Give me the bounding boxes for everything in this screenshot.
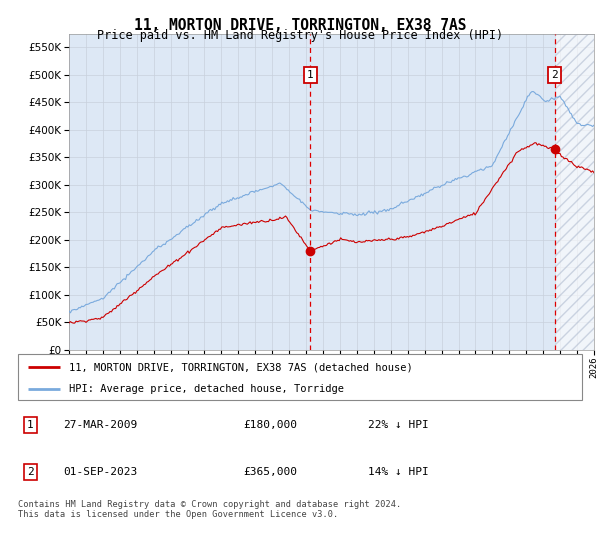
Text: 27-MAR-2009: 27-MAR-2009: [63, 420, 137, 430]
Text: 2: 2: [27, 467, 34, 477]
Text: £180,000: £180,000: [244, 420, 298, 430]
Text: £365,000: £365,000: [244, 467, 298, 477]
FancyBboxPatch shape: [18, 354, 582, 400]
Bar: [554, 34, 599, 350]
Text: 01-SEP-2023: 01-SEP-2023: [63, 467, 137, 477]
Text: 22% ↓ HPI: 22% ↓ HPI: [368, 420, 428, 430]
Text: 2: 2: [551, 70, 558, 80]
Text: Contains HM Land Registry data © Crown copyright and database right 2024.
This d: Contains HM Land Registry data © Crown c…: [18, 500, 401, 519]
Text: Price paid vs. HM Land Registry's House Price Index (HPI): Price paid vs. HM Land Registry's House …: [97, 29, 503, 42]
Text: 1: 1: [27, 420, 34, 430]
Text: 11, MORTON DRIVE, TORRINGTON, EX38 7AS (detached house): 11, MORTON DRIVE, TORRINGTON, EX38 7AS (…: [69, 362, 413, 372]
Text: HPI: Average price, detached house, Torridge: HPI: Average price, detached house, Torr…: [69, 384, 344, 394]
Text: 1: 1: [307, 70, 314, 80]
Text: 11, MORTON DRIVE, TORRINGTON, EX38 7AS: 11, MORTON DRIVE, TORRINGTON, EX38 7AS: [134, 18, 466, 33]
Text: 14% ↓ HPI: 14% ↓ HPI: [368, 467, 428, 477]
